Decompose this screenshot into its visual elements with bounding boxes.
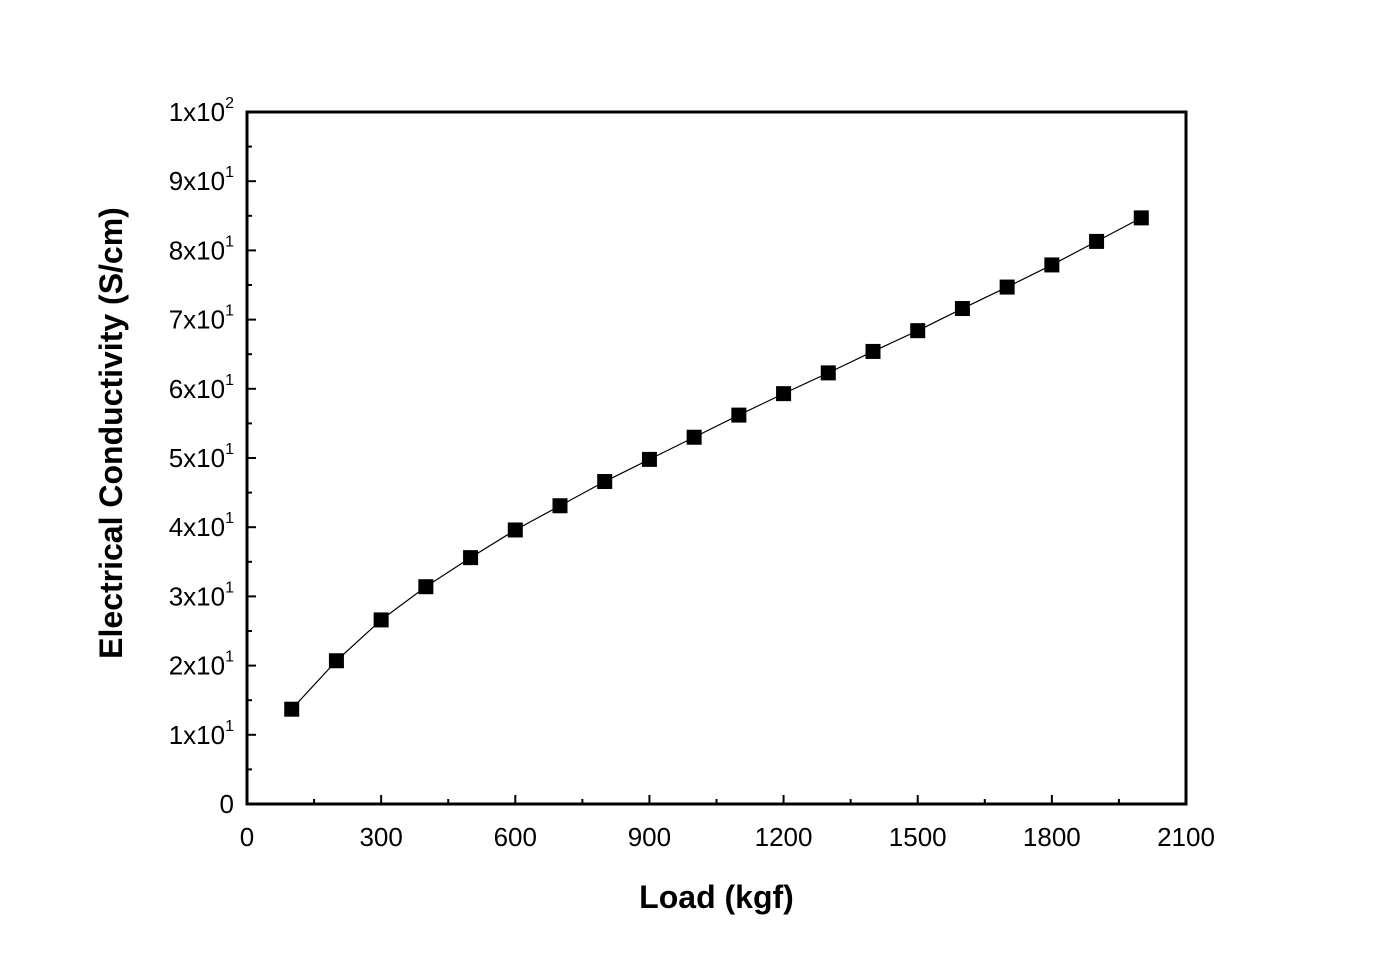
x-axis-title: Load (kgf) (639, 879, 794, 915)
x-tick-label: 900 (628, 822, 671, 852)
y-tick-label: 9x101 (169, 164, 234, 196)
series-layer (284, 210, 1149, 717)
y-tick-label: 0 (220, 789, 234, 819)
data-point (284, 701, 300, 717)
y-tick-label: 3x101 (169, 579, 234, 611)
y-tick-label: 1x101 (169, 718, 234, 750)
data-point (641, 451, 657, 467)
data-point (910, 323, 926, 339)
data-point (373, 612, 389, 628)
y-tick-label: 5x101 (169, 441, 234, 473)
y-tick-label: 4x101 (169, 510, 234, 542)
y-tick-label: 6x101 (169, 372, 234, 404)
data-point (328, 653, 344, 669)
data-point (776, 386, 792, 402)
x-tick-label: 1200 (755, 822, 813, 852)
data-point (731, 407, 747, 423)
x-tick-label: 600 (494, 822, 537, 852)
data-point (1089, 233, 1105, 249)
y-tick-label: 8x101 (169, 233, 234, 265)
x-tick-label: 300 (359, 822, 402, 852)
x-axis-ticks: 0 300 600 900 1200 1500 1800 2100 (240, 795, 1215, 852)
y-tick-label: 1x102 (169, 95, 234, 127)
plot-area-frame (245, 110, 1188, 806)
data-point (954, 301, 970, 317)
y-axis-title: Electrical Conductivity (S/cm) (93, 207, 129, 659)
data-point (507, 522, 523, 538)
data-point (463, 550, 479, 566)
x-tick-label: 1800 (1023, 822, 1081, 852)
data-point (865, 343, 881, 359)
x-tick-label: 2100 (1157, 822, 1215, 852)
y-axis-ticks: 0 1x101 2x101 3x101 4x101 5x101 6x101 7x101 8x10… (169, 95, 256, 819)
data-point (1044, 257, 1060, 273)
data-point (999, 279, 1015, 295)
data-point (1133, 210, 1149, 226)
data-point (552, 498, 568, 514)
data-point (686, 429, 702, 445)
x-tick-label: 1500 (889, 822, 947, 852)
y-tick-label: 7x101 (169, 303, 234, 335)
data-point (418, 579, 434, 595)
data-point (820, 365, 836, 381)
data-point (597, 474, 613, 490)
y-tick-label: 2x101 (169, 649, 234, 681)
x-tick-label: 0 (240, 822, 254, 852)
